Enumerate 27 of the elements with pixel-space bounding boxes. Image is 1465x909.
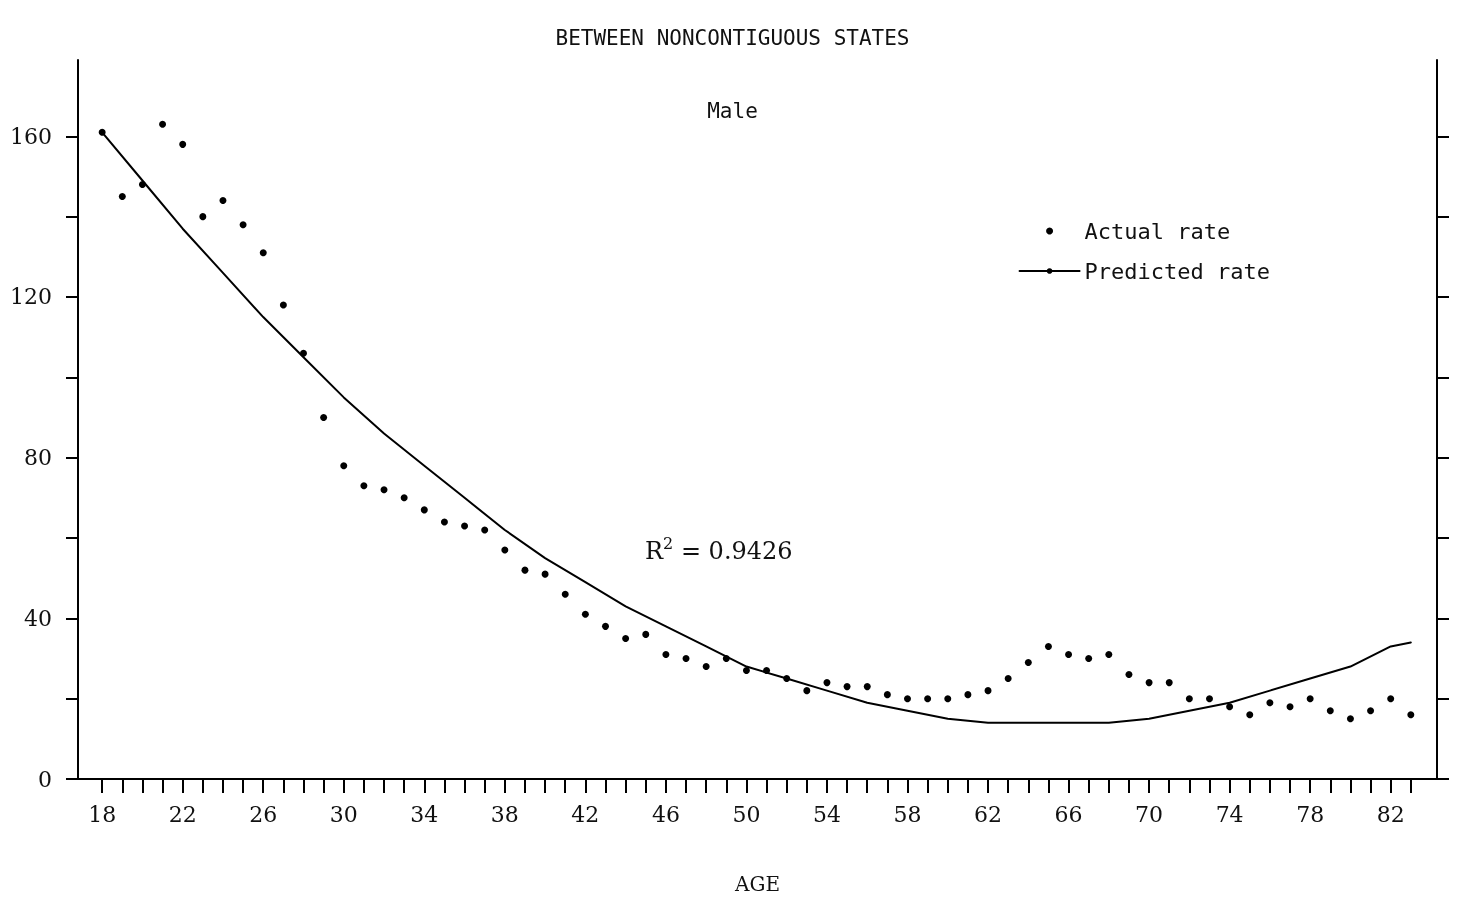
y-tick-label: 120: [10, 284, 52, 310]
x-tick-label: 22: [168, 801, 197, 827]
chart-title: BETWEEN NONCONTIGUOUS STATES: [555, 25, 910, 50]
x-tick-label: 42: [571, 801, 600, 827]
x-tick-label: 18: [88, 801, 117, 827]
y-tick-label: 0: [38, 766, 52, 792]
x-tick-label: 26: [249, 801, 278, 827]
x-tick-label: 38: [490, 801, 519, 827]
x-tick-label: 66: [1054, 801, 1083, 827]
x-tick-label: 50: [732, 801, 761, 827]
x-axis-title: AGE: [733, 872, 781, 896]
x-tick-label: 46: [651, 801, 680, 827]
x-tick-label: 62: [974, 801, 1003, 827]
x-tick-label: 34: [410, 801, 439, 827]
y-tick-label: 40: [24, 605, 52, 631]
x-tick-label: 58: [893, 801, 922, 827]
x-tick-label: 82: [1376, 801, 1405, 827]
legend-label: Predicted rate: [1084, 258, 1271, 284]
x-tick-label: 78: [1296, 801, 1325, 827]
y-tick-label: 160: [10, 123, 52, 149]
x-tick-label: 74: [1215, 801, 1244, 827]
x-tick-label: 54: [812, 801, 841, 827]
legend-label: Actual rate: [1084, 218, 1231, 244]
x-tick-label: 30: [329, 801, 358, 827]
text: Male: [707, 98, 758, 123]
x-tick-label: 70: [1135, 801, 1164, 827]
y-tick-label: 80: [24, 445, 52, 471]
